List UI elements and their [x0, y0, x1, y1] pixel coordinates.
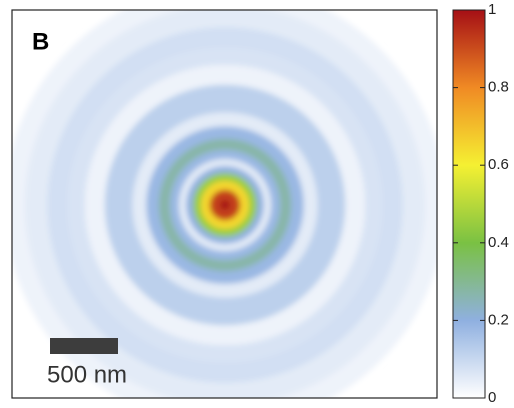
- intensity-ring: [12, 10, 437, 398]
- intensity-ring: [186, 166, 264, 244]
- intensity-ring: [119, 99, 331, 311]
- colorbar-ticks: 0 0.2 0.4 0.6 0.8 1: [453, 1, 509, 406]
- intensity-map: [12, 10, 437, 398]
- colorbar-tick-label: 0.4: [488, 234, 509, 251]
- intensity-ring: [158, 138, 292, 272]
- scale-bar: [50, 338, 118, 354]
- intensity-ring: [47, 27, 403, 383]
- scale-bar-label: 500 nm: [47, 361, 127, 388]
- colorbar-tick-label: 1: [488, 1, 496, 18]
- intensity-ring: [193, 173, 257, 237]
- colorbar-tick-label: 0: [488, 389, 496, 406]
- intensity-ring: [146, 126, 304, 284]
- intensity-ring: [84, 64, 366, 346]
- intensity-ring: [219, 199, 231, 211]
- intensity-ring: [209, 189, 241, 221]
- intensity-ring: [67, 47, 383, 363]
- plot-frame: [11, 9, 438, 399]
- intensity-ring: [24, 10, 426, 398]
- panel-label: B: [32, 28, 49, 55]
- intensity-ring: [169, 149, 281, 261]
- intensity-ring: [104, 84, 346, 326]
- colorbar: [452, 9, 486, 399]
- intensity-ring: [132, 112, 318, 298]
- colorbar-tick-label: 0.8: [488, 79, 509, 96]
- colorbar-tick-label: 0.2: [488, 311, 509, 328]
- colorbar-tick-label: 0.6: [488, 156, 509, 173]
- intensity-ring: [200, 180, 250, 230]
- intensity-ring: [178, 158, 272, 252]
